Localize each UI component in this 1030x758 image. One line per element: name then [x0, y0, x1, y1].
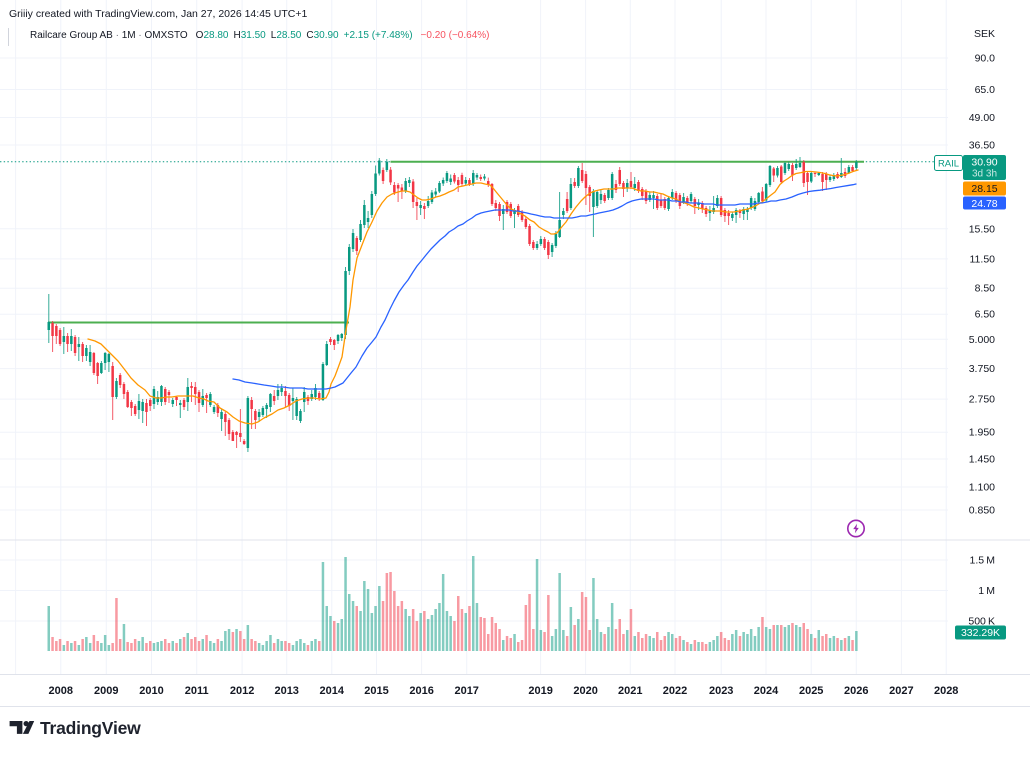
svg-text:2013: 2013	[274, 685, 298, 697]
svg-text:Griiiy created with TradingVie: Griiiy created with TradingView.com, Jan…	[9, 8, 307, 20]
svg-text:2010: 2010	[139, 685, 163, 697]
svg-text:36.50: 36.50	[969, 140, 995, 152]
svg-text:24.78: 24.78	[971, 198, 997, 210]
svg-text:30.90: 30.90	[971, 157, 997, 169]
svg-text:RAIL: RAIL	[938, 159, 959, 170]
svg-text:15.50: 15.50	[969, 223, 995, 235]
svg-text:2024: 2024	[754, 685, 779, 697]
svg-text:2028: 2028	[934, 685, 958, 697]
svg-text:2016: 2016	[409, 685, 433, 697]
svg-text:1.100: 1.100	[969, 482, 995, 494]
svg-text:28.15: 28.15	[971, 183, 997, 195]
svg-text:1.450: 1.450	[969, 454, 995, 466]
svg-text:332.29K: 332.29K	[961, 627, 1000, 639]
svg-text:Railcare Group AB · 1M · OMXST: Railcare Group AB · 1M · OMXSTO O28.80 H31…	[30, 30, 489, 41]
svg-text:2027: 2027	[889, 685, 913, 697]
svg-text:3d 3h: 3d 3h	[972, 169, 997, 180]
svg-text:2019: 2019	[528, 685, 552, 697]
svg-text:2023: 2023	[709, 685, 733, 697]
svg-text:90.0: 90.0	[975, 53, 996, 65]
svg-text:1 M: 1 M	[978, 585, 995, 597]
svg-text:2022: 2022	[663, 685, 687, 697]
svg-text:65.0: 65.0	[975, 84, 996, 96]
svg-text:1.950: 1.950	[969, 427, 995, 439]
svg-text:2011: 2011	[185, 685, 209, 697]
svg-text:2.750: 2.750	[969, 394, 995, 406]
svg-text:3.750: 3.750	[969, 363, 995, 375]
svg-text:2012: 2012	[230, 685, 254, 697]
svg-text:6.50: 6.50	[975, 309, 996, 321]
svg-text:2015: 2015	[364, 685, 388, 697]
svg-text:5.000: 5.000	[969, 334, 995, 346]
svg-text:11.50: 11.50	[970, 253, 996, 265]
svg-text:2014: 2014	[320, 685, 345, 697]
svg-text:2026: 2026	[844, 685, 868, 697]
svg-text:49.00: 49.00	[969, 112, 995, 124]
svg-text:0.850: 0.850	[969, 505, 995, 517]
svg-text:8.50: 8.50	[975, 283, 996, 295]
svg-text:1.5 M: 1.5 M	[970, 555, 995, 567]
svg-text:2020: 2020	[573, 685, 597, 697]
svg-text:2021: 2021	[618, 685, 642, 697]
svg-text:SEK: SEK	[974, 28, 995, 40]
svg-text:2017: 2017	[454, 685, 478, 697]
svg-text:2009: 2009	[94, 685, 118, 697]
svg-text:2008: 2008	[49, 685, 73, 697]
svg-text:2025: 2025	[799, 685, 823, 697]
svg-text:500 K: 500 K	[968, 616, 995, 628]
svg-text:TradingView: TradingView	[40, 718, 141, 738]
